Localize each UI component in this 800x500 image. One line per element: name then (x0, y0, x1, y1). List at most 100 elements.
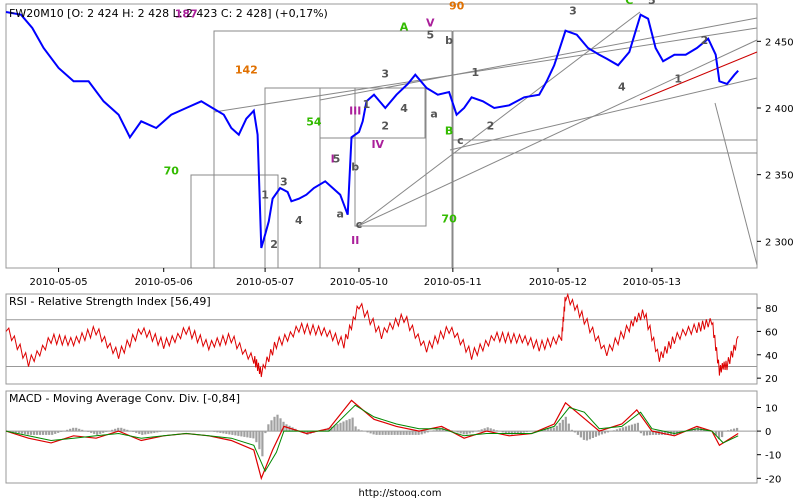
macd-hist-bar (654, 431, 658, 435)
macd-hist-bar (240, 431, 243, 437)
macd-hist-bar (405, 431, 408, 435)
macd-hist-bar (636, 422, 639, 432)
rsi-y-tick-label: 60 (765, 327, 778, 338)
macd-hist-bar (618, 428, 621, 432)
macd-hist-bar (603, 431, 606, 434)
macd-hist-bar (432, 430, 435, 432)
wave-label: 4 (618, 81, 626, 94)
macd-hist-bar (714, 431, 718, 436)
macd-title: MACD - Moving Average Conv. Div. [-0,84] (9, 392, 240, 405)
macd-hist-bar (348, 418, 351, 432)
macd-hist-bar (147, 431, 150, 434)
macd-hist-bar (18, 431, 21, 434)
macd-hist-bar (528, 431, 531, 432)
macd-hist-bar (372, 431, 375, 435)
macd-hist-bar (420, 431, 423, 435)
price-y-tick-label: 2 450 (765, 37, 794, 48)
macd-hist-bar (408, 431, 411, 435)
wave-label: 5 (426, 29, 434, 42)
macd-hist-bar (600, 431, 603, 435)
macd-hist-bar (90, 431, 93, 433)
macd-hist-bar (15, 431, 18, 433)
macd-hist-bar (627, 425, 630, 432)
macd-hist-bar (234, 431, 237, 436)
macd-hist-bar (126, 429, 129, 432)
macd-hist-bar (615, 429, 618, 432)
macd-hist-bar (36, 431, 39, 435)
macd-hist-bar (12, 431, 15, 433)
macd-hist-bar (219, 431, 222, 433)
macd-hist-bar (736, 427, 739, 432)
macd-hist-bar (87, 431, 90, 432)
macd-hist-bar (105, 431, 108, 432)
macd-hist-bar (477, 430, 480, 432)
macd-hist-bar (378, 431, 381, 435)
macd-hist-bar (51, 431, 54, 435)
wave-label: 70 (164, 165, 180, 178)
macd-hist-bar (663, 431, 667, 435)
macd-hist-bar (81, 429, 84, 432)
macd-hist-bar (396, 431, 399, 435)
macd-hist-bar (492, 429, 495, 432)
price-y-tick-label: 2 400 (765, 104, 794, 115)
macd-hist-bar (339, 422, 342, 432)
date-tick-label: 2010-05-07 (236, 277, 294, 288)
macd-hist-bar (384, 431, 387, 435)
macd-hist-bar (216, 431, 219, 433)
macd-hist-bar (57, 431, 60, 433)
macd-hist-bar (630, 424, 633, 432)
macd-hist-bar (459, 431, 462, 434)
fib-box (264, 87, 321, 269)
macd-hist-bar (588, 431, 591, 440)
macd-hist-bar (606, 431, 609, 433)
macd-hist-bar (225, 431, 228, 434)
macd-hist-bar (333, 425, 336, 432)
macd-hist-bar (733, 428, 736, 432)
rsi-grid (6, 319, 757, 367)
macd-hist-bar (153, 431, 156, 433)
macd-hist-bar (489, 428, 492, 432)
macd-hist-bar (552, 427, 555, 432)
price-title: FW20M10 [O: 2 424 H: 2 428 L: 2 423 C: 2… (9, 7, 328, 20)
date-tick-label: 2010-05-11 (424, 277, 482, 288)
footer-url[interactable]: http://stooq.com (359, 488, 442, 499)
date-x-axis: 2010-05-05 2010-05-06 2010-05-07 2010-05-10… (30, 268, 681, 288)
macd-hist-bar (258, 431, 261, 450)
macd-hist-bar (594, 431, 597, 437)
macd-hist-bar (435, 429, 438, 432)
macd-hist-bar (387, 431, 390, 435)
macd-hist-bar (336, 424, 339, 432)
macd-hist-bar (159, 431, 162, 432)
macd-hist-bar (645, 431, 649, 436)
macd-hist-bar (721, 431, 724, 438)
macd-hist-bar (24, 431, 27, 435)
wave-label: C (625, 0, 633, 7)
wave-label: I (331, 153, 335, 166)
wave-label: V (426, 17, 435, 30)
macd-hist-bar (612, 430, 615, 432)
macd-hist-bar (213, 431, 216, 432)
trend-line (213, 27, 758, 113)
wave-label: B (445, 125, 453, 138)
macd-hist-bar (252, 431, 255, 439)
macd-hist-bar (360, 430, 363, 432)
wave-label: 1 (674, 73, 682, 86)
macd-hist-bar (555, 425, 558, 432)
macd-hist-bar (132, 431, 135, 432)
wave-label: A (400, 21, 409, 34)
macd-hist-bar (27, 431, 30, 435)
wave-label: III (349, 105, 361, 118)
wave-label: c (356, 218, 363, 231)
macd-y-axis: 10 0 -10 -20 (757, 404, 781, 485)
macd-hist-bar (633, 423, 636, 432)
macd-hist-bar (114, 428, 117, 432)
macd-hist-bar (48, 431, 51, 435)
macd-hist-bar (579, 431, 582, 438)
wave-label: 2 (701, 34, 709, 47)
macd-hist-bar (72, 427, 75, 432)
macd-hist-bar (597, 431, 600, 436)
macd-hist-bar (510, 431, 513, 435)
macd-hist-bar (33, 431, 36, 435)
